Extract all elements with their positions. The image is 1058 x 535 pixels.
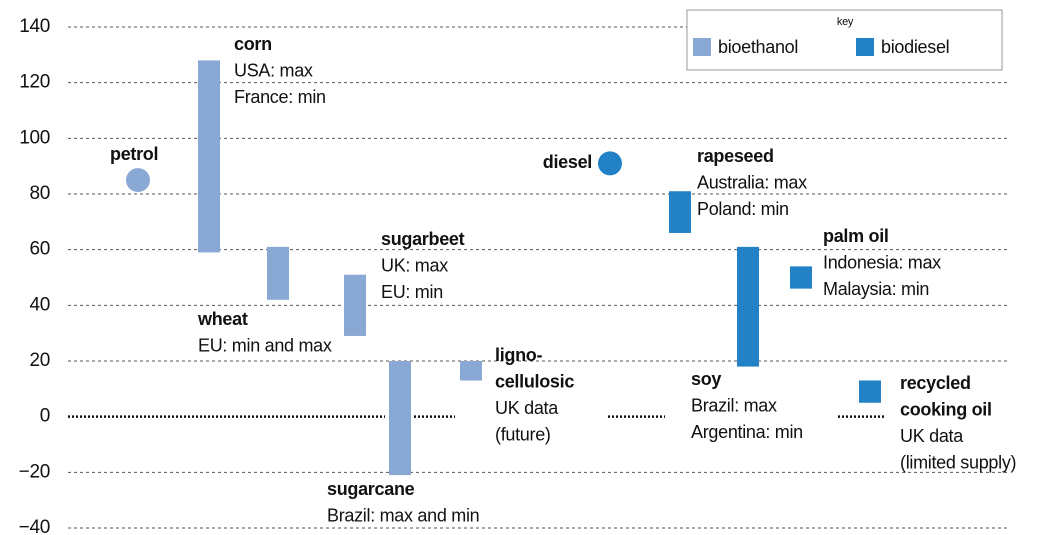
legend-label: bioethanol [718, 37, 798, 57]
item-label: rapeseed [697, 146, 774, 166]
range-bar [460, 361, 482, 381]
item-label: wheat [197, 309, 248, 329]
item-note: EU: min [381, 282, 443, 302]
item-note: (limited supply) [900, 452, 1016, 472]
y-tick-label: 100 [19, 127, 50, 148]
range-bar [389, 361, 411, 476]
item-note: Brazil: max [691, 395, 777, 415]
legend-swatch [856, 38, 874, 56]
item-label: soy [691, 369, 721, 389]
item-label: corn [234, 34, 272, 54]
range-bar [198, 60, 220, 253]
item-note: Malaysia: min [823, 279, 929, 299]
legend-label: biodiesel [881, 37, 949, 57]
item-note: Indonesia: max [823, 252, 941, 272]
item-label: sugarbeet [381, 229, 465, 249]
item-note: Brazil: max and min [327, 505, 479, 525]
item-note: (future) [495, 424, 551, 444]
range-bar [859, 380, 881, 403]
y-tick-label: 0 [40, 406, 50, 427]
range-bar [344, 274, 366, 336]
legend-title: key [837, 16, 854, 28]
range-bar [669, 191, 691, 233]
y-tick-label: 140 [19, 16, 50, 37]
item-note: UK data [900, 426, 964, 446]
item-label: petrol [110, 144, 158, 164]
item-label: recycled [900, 373, 971, 393]
range-bar [267, 246, 289, 300]
item-note: Argentina: min [691, 422, 803, 442]
item-note: UK data [495, 398, 559, 418]
item-label: palm oil [823, 226, 889, 246]
item-label: ligno- [495, 345, 542, 365]
range-bar [737, 246, 759, 367]
point [598, 151, 622, 176]
item-label: sugarcane [327, 479, 415, 499]
item-note: UK: max [381, 255, 448, 275]
item-label: diesel [543, 152, 592, 172]
item-note: France: min [234, 87, 326, 107]
item-note: EU: min and max [198, 335, 332, 355]
y-tick-label: 60 [29, 239, 50, 260]
point [126, 168, 150, 193]
y-tick-label: −40 [19, 517, 50, 535]
y-tick-label: 80 [29, 183, 50, 204]
legend-swatch [693, 38, 711, 56]
y-tick-label: 120 [19, 72, 50, 93]
y-tick-label: −20 [19, 461, 50, 482]
item-label: cellulosic [495, 371, 574, 391]
item-note: Australia: max [697, 172, 807, 192]
item-label: cooking oil [900, 399, 992, 419]
y-tick-label: 20 [29, 350, 50, 371]
y-tick-label: 40 [29, 294, 50, 315]
legend-box [686, 9, 1003, 71]
range-bar [790, 266, 812, 289]
item-note: USA: max [234, 60, 313, 80]
item-note: Poland: min [697, 199, 789, 219]
